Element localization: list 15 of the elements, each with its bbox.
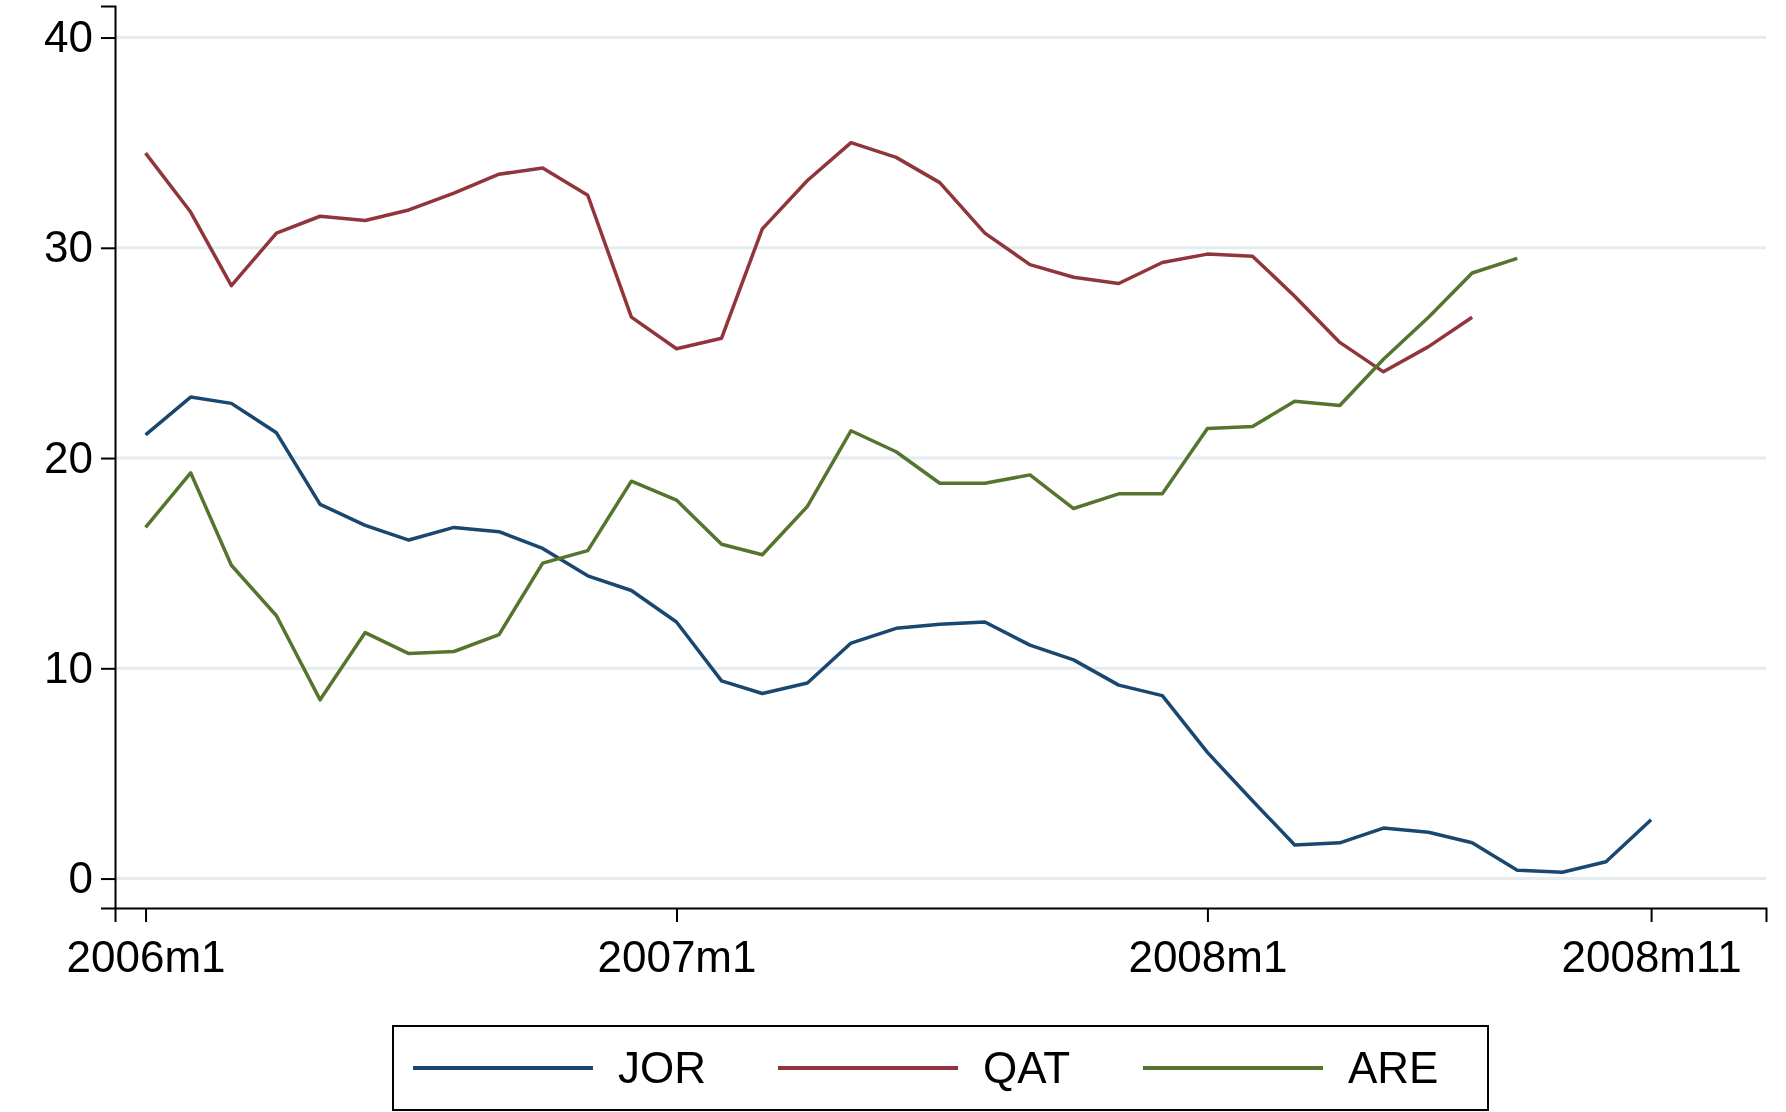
legend-label: QAT bbox=[983, 1043, 1071, 1093]
legend-label: ARE bbox=[1348, 1043, 1439, 1093]
y-tick-label: 20 bbox=[44, 432, 93, 482]
y-tick-label: 10 bbox=[44, 642, 93, 692]
line-series bbox=[143, 395, 1653, 875]
y-tick-label: 0 bbox=[68, 853, 93, 903]
line-series bbox=[143, 256, 1520, 702]
x-tick-label: 2008m1 bbox=[1128, 931, 1288, 981]
y-tick-label: 40 bbox=[44, 12, 93, 62]
x-tick-label: 2006m1 bbox=[66, 931, 226, 981]
legend-label: JOR bbox=[618, 1043, 706, 1093]
x-tick-label: 2007m1 bbox=[597, 931, 757, 981]
x-tick-label: 2008m11 bbox=[1561, 931, 1742, 981]
y-tick-label: 30 bbox=[44, 222, 93, 272]
line-series bbox=[143, 140, 1474, 374]
